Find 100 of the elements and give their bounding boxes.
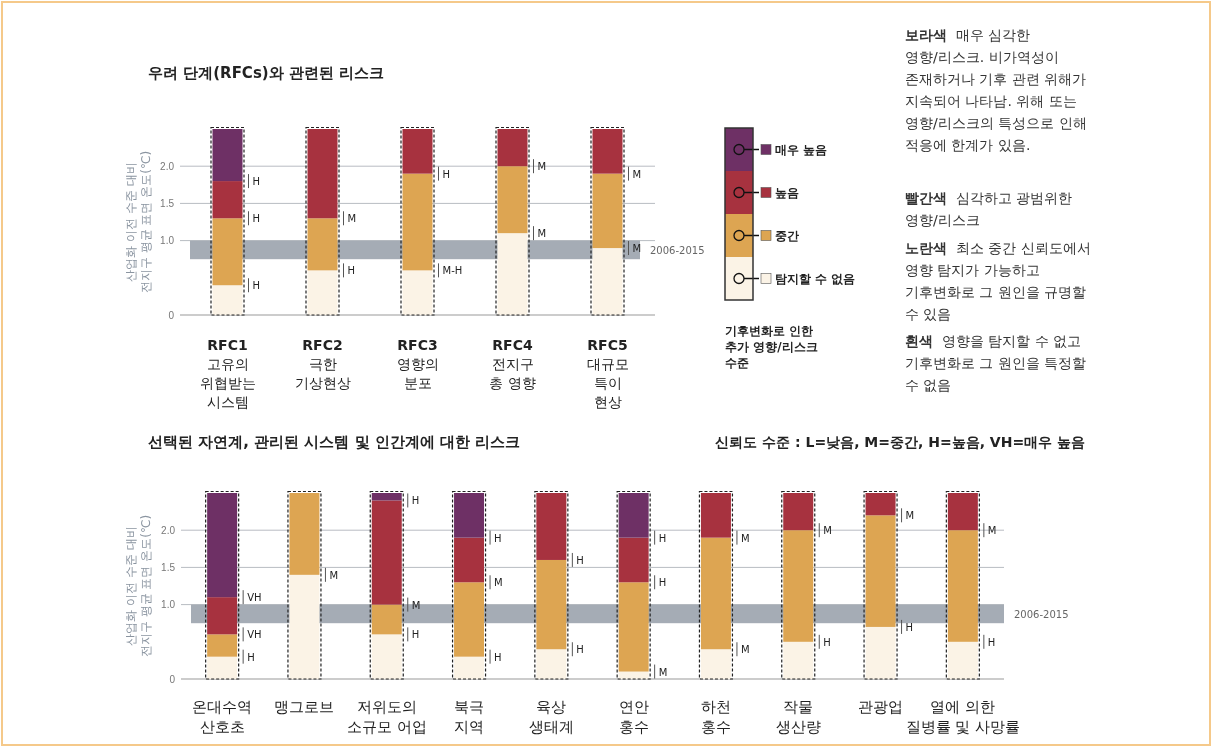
y-tick-label: 1.5 (161, 562, 176, 574)
y-tick-label: 2.0 (161, 524, 176, 536)
annotation: H (411, 495, 420, 507)
bar (618, 537, 649, 583)
annotation: VH (247, 592, 262, 604)
chart-title: 선택된 자연계, 관리된 시스템 및 인간계에 대한 리스크 (148, 433, 521, 451)
annotation: H (576, 554, 584, 566)
bar (307, 129, 338, 219)
x-tick-label: RFC4 전지구 총 영향 (489, 337, 536, 391)
bar (618, 582, 649, 672)
annotation: M (740, 644, 750, 656)
bar (212, 218, 243, 286)
annotation: M (823, 525, 832, 537)
annotation: H (411, 629, 420, 641)
bar (371, 604, 402, 635)
annotation: H (252, 280, 261, 292)
band-label: 2006-2015 (650, 244, 705, 256)
y-tick-label: 2.0 (160, 160, 175, 172)
annotation: H (494, 532, 502, 544)
bar (536, 559, 567, 650)
bar (454, 493, 485, 538)
x-tick-label: 육상 생태계 (528, 698, 574, 736)
bar (700, 493, 731, 538)
x-tick-label: RFC2 극한 기상현상 (294, 337, 351, 391)
y-tick-label: 0 (168, 309, 175, 321)
bar (865, 493, 896, 516)
bar (618, 493, 649, 538)
bar (454, 537, 485, 583)
annotation: M (740, 532, 750, 544)
text: 빨간색 심각하고 광범위한 영향/리스크 (905, 190, 1073, 228)
annotation: H (905, 621, 914, 633)
bar (454, 582, 485, 657)
bar (207, 656, 238, 679)
annotation: M (905, 510, 915, 522)
bar (402, 129, 433, 174)
y-tick-label: 0 (169, 673, 176, 685)
bar (865, 515, 896, 627)
bar (497, 166, 528, 234)
x-tick-label: RFC3 영향의 분포 (396, 337, 439, 391)
bar (497, 129, 528, 167)
bar (307, 218, 338, 271)
bar (289, 493, 320, 575)
annotation: M (329, 569, 339, 581)
bar (371, 634, 402, 679)
bar (207, 597, 238, 635)
annotation: M-H (442, 265, 463, 277)
annotation: M (537, 161, 547, 173)
bar (402, 173, 433, 271)
legend-label: 중간 (775, 228, 799, 243)
x-tick-label: 연안 홍수 (618, 698, 649, 736)
legend-label: 매우 높음 (775, 142, 828, 157)
x-tick-label: 저위도의 소규모 어업 (346, 698, 427, 736)
x-tick-label: 하천 홍수 (700, 698, 731, 736)
bar (865, 626, 896, 679)
x-tick-label: 맹그로브 (274, 698, 335, 716)
bar (783, 493, 814, 531)
bar (371, 493, 402, 501)
x-tick-label: 온대수역 산호초 (192, 698, 253, 736)
annotation: H (442, 168, 451, 180)
bar (307, 270, 338, 315)
bar (700, 649, 731, 679)
text: 노란색 최소 중간 신뢰도에서 영향 탐지가 가능하고 기후변화로 그 원인을 규명할 수 있음 (905, 240, 1091, 322)
bar (783, 530, 814, 642)
bar (700, 537, 731, 650)
bar (402, 270, 433, 315)
bar (212, 285, 243, 315)
x-tick-label: 관광업 (858, 698, 904, 716)
annotation: M (632, 168, 642, 180)
annotation: M (347, 213, 357, 225)
bar (783, 641, 814, 679)
annotation: H (987, 636, 996, 648)
text: 신뢰도 수준 : L=낮음, M=중간, H=높음, VH=매우 높음 (715, 434, 1085, 450)
annotation: H (247, 651, 255, 663)
bar (454, 656, 485, 679)
x-tick-label: RFC1 고유의 위협받는 시스템 (199, 337, 256, 410)
annotation: H (494, 651, 502, 663)
y-axis-title: 산업화 이전 수준 대비 전지구 평균 표면 온도(℃) (123, 150, 153, 294)
legend-title: 기후변화로 인한 추가 영향/리스크 수준 (725, 324, 818, 370)
x-tick-label: 북극 지역 (454, 698, 485, 736)
x-tick-label: 작물 생산량 (775, 698, 821, 736)
bar (371, 500, 402, 605)
bar (207, 493, 238, 598)
bar (947, 493, 978, 531)
x-tick-label: 열에 의한 질병률 및 사망률 (905, 698, 1021, 736)
y-tick-label: 1.0 (161, 599, 176, 611)
bar (536, 493, 567, 560)
bar (592, 173, 623, 249)
bar (592, 129, 623, 174)
bar (947, 641, 978, 679)
annotation: VH (247, 629, 262, 641)
annotation: M (987, 525, 997, 537)
annotation: H (823, 636, 831, 648)
annotation: H (252, 213, 261, 225)
annotation: M (537, 228, 547, 240)
annotation: M (658, 666, 668, 678)
bar (289, 574, 320, 679)
bar (536, 649, 567, 679)
annotation: H (576, 644, 584, 656)
y-tick-label: 1.0 (160, 235, 175, 247)
y-tick-label: 1.5 (160, 198, 175, 210)
